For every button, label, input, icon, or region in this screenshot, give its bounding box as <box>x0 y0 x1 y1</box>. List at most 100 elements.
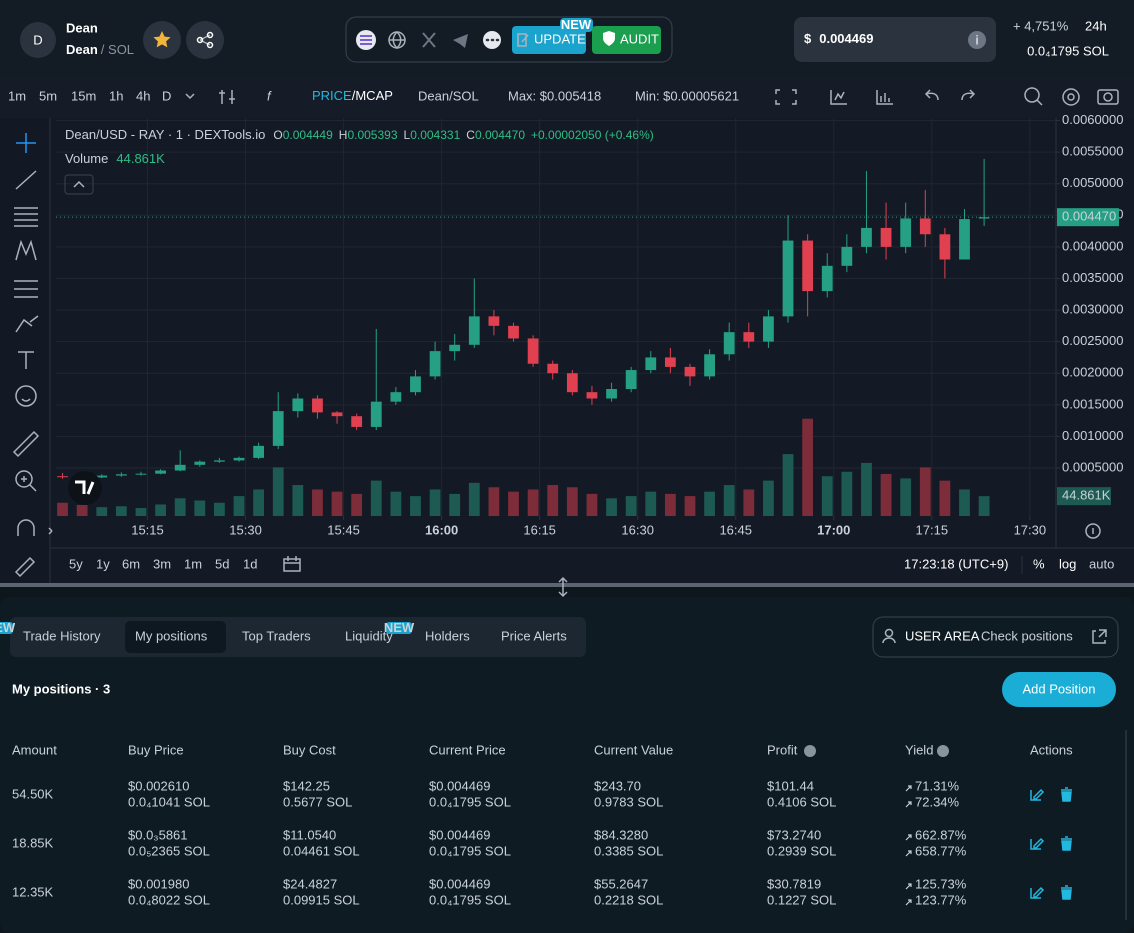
cell-main: $0.001980 <box>128 876 189 891</box>
resize-bar[interactable] <box>0 583 1134 587</box>
range-button[interactable]: 6m <box>122 556 140 571</box>
snapshot-icon[interactable] <box>1097 89 1119 105</box>
lock-tool[interactable] <box>14 556 36 578</box>
price-info[interactable] <box>968 31 986 49</box>
trendline-tool[interactable] <box>15 170 37 190</box>
fullscreen-icon[interactable] <box>775 89 797 105</box>
search-icon[interactable] <box>1024 87 1040 103</box>
pair-toggle[interactable]: Dean/SOL <box>418 88 479 103</box>
edit-button[interactable] <box>1030 886 1045 899</box>
projection-tool[interactable] <box>14 280 38 298</box>
info-icon[interactable] <box>804 745 816 757</box>
candle-body <box>704 354 715 377</box>
interval[interactable]: D <box>162 88 171 103</box>
candle-body <box>96 475 108 478</box>
scroll-left[interactable] <box>48 527 53 535</box>
range-button[interactable]: 3m <box>153 556 171 571</box>
edit-button[interactable] <box>1030 788 1045 801</box>
redo-icon[interactable] <box>961 89 976 101</box>
axis-settings[interactable] <box>1085 523 1101 539</box>
range-button[interactable]: 5d <box>215 556 229 571</box>
volume-bar <box>312 489 323 516</box>
price-mcap-toggle[interactable]: PRICE/MCAP <box>312 88 393 103</box>
candle-body <box>57 476 68 478</box>
ruler-tool[interactable] <box>12 430 40 458</box>
volume-legend: Volume 44.861K <box>65 151 165 166</box>
candle-body <box>782 240 794 317</box>
volume-bar <box>253 489 265 516</box>
volume-bar <box>645 491 657 516</box>
cell-sub: 0.1227 SOL <box>767 892 836 907</box>
tab[interactable]: Holders <box>425 628 470 643</box>
pattern-tool[interactable] <box>15 239 37 261</box>
volume-bar <box>625 496 637 516</box>
text-tool[interactable] <box>18 351 34 369</box>
tab[interactable]: Liquidity <box>345 628 393 643</box>
interval[interactable]: 15m <box>71 88 96 103</box>
cell-main: $73.2740 <box>767 827 821 842</box>
currency: $ <box>804 31 812 46</box>
price-toggle[interactable]: PRICE <box>312 88 352 103</box>
range-button[interactable]: 1m <box>184 556 202 571</box>
telegram-link[interactable] <box>453 34 468 48</box>
indicator-icon[interactable] <box>219 90 235 104</box>
volume-pane <box>57 418 990 516</box>
percent-toggle[interactable]: % <box>1033 556 1045 571</box>
settings-icon[interactable] <box>1062 88 1080 106</box>
candle-body <box>508 325 519 339</box>
range-button[interactable]: 5y <box>69 556 83 571</box>
y-tick-label: 0.0020000 <box>1062 365 1123 380</box>
date-range-icon[interactable] <box>283 556 301 572</box>
bars-icon[interactable] <box>876 90 893 105</box>
delete-button[interactable] <box>1061 787 1072 802</box>
magnet-tool[interactable] <box>17 519 35 536</box>
volume-bar <box>900 478 912 516</box>
undo-icon[interactable] <box>924 89 939 101</box>
check-positions-link[interactable]: Check positions <box>981 628 1073 643</box>
tab[interactable]: Trade History <box>23 628 101 643</box>
legend-high: 0.005393 <box>347 128 397 142</box>
tab[interactable]: My positions <box>135 628 208 643</box>
interval-group: 1m 5m 15m 1h 4h D <box>8 88 171 103</box>
interval[interactable]: 4h <box>136 88 150 103</box>
range-button[interactable]: 1y <box>96 556 110 571</box>
volume-bar <box>939 480 951 516</box>
interval[interactable]: 5m <box>39 88 57 103</box>
column-header: Amount <box>12 742 57 757</box>
log-toggle[interactable]: log <box>1059 556 1076 571</box>
emoji-tool[interactable] <box>15 385 37 407</box>
x-tick-label: 16:15 <box>523 522 556 537</box>
range-button[interactable]: 1d <box>243 556 257 571</box>
y-tick-label: 0.0040000 <box>1062 238 1123 253</box>
tab[interactable]: Top Traders <box>242 628 311 643</box>
yield-arrow <box>905 899 912 906</box>
mcap-toggle[interactable]: /MCAP <box>352 88 393 103</box>
interval[interactable]: 1h <box>109 88 123 103</box>
update-button[interactable] <box>512 26 586 54</box>
chart-type-icon[interactable] <box>830 90 847 105</box>
resize-icon[interactable] <box>558 576 568 598</box>
zoom-tool[interactable] <box>15 470 33 488</box>
cell-sub: 658.77% <box>915 843 967 858</box>
share-button[interactable] <box>186 21 224 59</box>
collapse-button[interactable] <box>64 174 94 195</box>
fib-tool[interactable] <box>14 207 38 227</box>
auto-toggle[interactable]: auto <box>1089 556 1114 571</box>
cell-main: $24.4827 <box>283 876 337 891</box>
delete-button[interactable] <box>1061 885 1072 900</box>
edit-button[interactable] <box>1030 837 1045 850</box>
brush-tool[interactable] <box>15 315 39 333</box>
fx-icon[interactable]: f <box>267 88 272 103</box>
legend-open: 0.004449 <box>283 128 333 142</box>
shield-icon <box>603 31 615 46</box>
max-price: Max: $0.005418 <box>508 88 601 103</box>
delete-button[interactable] <box>1061 836 1072 851</box>
info-icon[interactable] <box>937 745 949 757</box>
crosshair-tool[interactable] <box>16 133 36 153</box>
interval-dropdown[interactable] <box>185 93 195 100</box>
interval[interactable]: 1m <box>8 88 26 103</box>
x-link[interactable] <box>422 32 436 48</box>
tab[interactable]: Price Alerts <box>501 628 567 643</box>
add-position-button[interactable] <box>1002 672 1116 707</box>
